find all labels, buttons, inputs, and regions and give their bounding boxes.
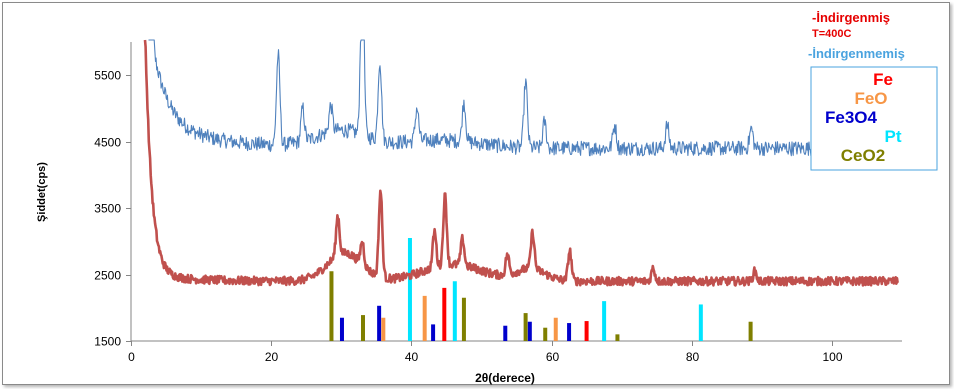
phase-legend-fe3o4: Fe3O4 — [825, 108, 878, 127]
x-axis-title: 2θ(derece) — [475, 371, 535, 385]
x-tick-label: 80 — [686, 350, 700, 364]
y-tick-label: 2500 — [94, 269, 121, 283]
plot-area: 1500 2500 3500 4500 5500 0 20 40 60 80 100 — [94, 39, 902, 364]
phase-legend-ceo2: CeO2 — [841, 146, 885, 165]
y-ticks: 1500 2500 3500 4500 5500 — [94, 69, 131, 349]
x-tick-label: 40 — [405, 350, 419, 364]
series-lines — [143, 39, 900, 287]
legend-series-unreduced-label: -İndirgenmemiş — [808, 46, 905, 61]
phase-legend-pt: Pt — [885, 127, 902, 146]
chart-frame — [2, 2, 950, 385]
series-unreduced-line — [148, 39, 899, 157]
y-tick-label: 5500 — [94, 69, 121, 83]
phase-legend-feo: FeO — [854, 89, 887, 108]
series-reduced-line — [143, 39, 900, 287]
x-tick-label: 0 — [128, 350, 135, 364]
phase-legend-fe: Fe — [873, 70, 893, 89]
legend-series-reduced-temp: T=400C — [812, 28, 851, 40]
y-tick-label: 4500 — [94, 136, 121, 150]
x-tick-label: 60 — [546, 350, 560, 364]
legend: -İndirgenmiş T=400C -İndirgenmemiş FeFeO… — [808, 10, 938, 171]
x-tick-label: 20 — [265, 350, 279, 364]
y-axis-title: Şiddet(cps) — [36, 162, 48, 222]
x-ticks: 0 20 40 60 80 100 — [128, 341, 843, 364]
x-tick-label: 100 — [822, 350, 842, 364]
reference-lines — [329, 238, 753, 341]
y-tick-label: 1500 — [94, 335, 121, 349]
legend-series-reduced-label: -İndirgenmiş — [812, 10, 890, 25]
y-tick-label: 3500 — [94, 202, 121, 216]
phase-legend-box — [810, 66, 938, 171]
